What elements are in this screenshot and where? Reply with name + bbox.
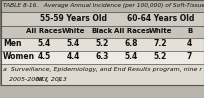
Text: White: White	[149, 28, 172, 34]
Text: 5.2: 5.2	[154, 52, 167, 61]
Text: a  Surveillance, Epidemiology, and End Results program, nine r: a Surveillance, Epidemiology, and End Re…	[3, 67, 202, 72]
Text: 4.4: 4.4	[67, 52, 80, 61]
Text: B: B	[187, 28, 192, 34]
Text: White: White	[62, 28, 85, 34]
Text: 7: 7	[187, 52, 192, 61]
Text: NCI, 2013: NCI, 2013	[36, 77, 67, 82]
Bar	[0, 26, 204, 38]
Bar	[0, 64, 204, 85]
Bar	[0, 0, 204, 12]
Text: 2005-2009 (: 2005-2009 (	[3, 77, 48, 82]
Text: 55-59 Years Old: 55-59 Years Old	[40, 14, 107, 23]
Text: All Races: All Races	[27, 28, 62, 34]
Text: ).: ).	[57, 77, 62, 82]
Text: 4: 4	[187, 39, 192, 48]
Text: 5.4: 5.4	[67, 39, 80, 48]
Text: 6.3: 6.3	[96, 52, 109, 61]
Text: Men: Men	[3, 39, 21, 48]
Bar	[0, 0, 204, 85]
Text: Women: Women	[3, 52, 35, 61]
Text: 60-64 Years Old: 60-64 Years Old	[127, 14, 194, 23]
Text: 5.4: 5.4	[38, 39, 51, 48]
Text: 5.4: 5.4	[125, 52, 138, 61]
Text: 5.2: 5.2	[96, 39, 109, 48]
Text: Black: Black	[92, 28, 113, 34]
Text: 7.2: 7.2	[154, 39, 167, 48]
Bar	[0, 51, 204, 64]
Text: All Races: All Races	[113, 28, 150, 34]
Text: 4.5: 4.5	[38, 52, 51, 61]
Bar	[0, 38, 204, 51]
Text: 6.8: 6.8	[125, 39, 138, 48]
Text: TABLE 8-16.   Average Annual Incidence (per 100,000) of Soft-Tissue Sarcoma (Inc: TABLE 8-16. Average Annual Incidence (pe…	[3, 3, 204, 8]
Bar	[0, 12, 204, 26]
